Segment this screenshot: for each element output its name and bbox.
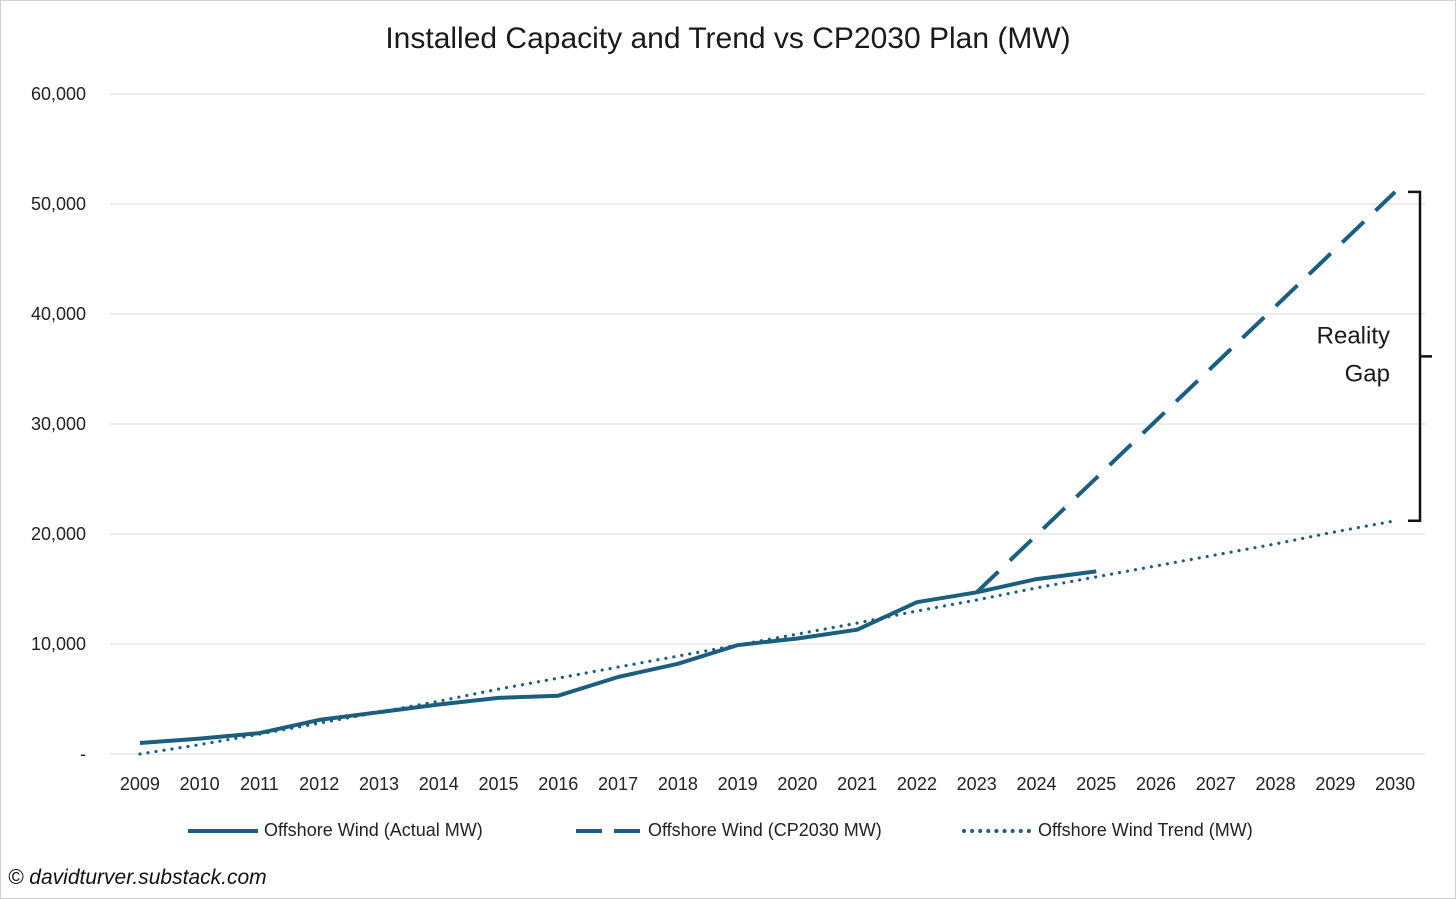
x-tick-label: 2024 — [1016, 774, 1056, 794]
x-tick-label: 2027 — [1196, 774, 1236, 794]
x-tick-label: 2017 — [598, 774, 638, 794]
legend-label-actual: Offshore Wind (Actual MW) — [264, 820, 483, 840]
legend-item-cp2030: Offshore Wind (CP2030 MW) — [574, 820, 882, 841]
x-tick-label: 2010 — [180, 774, 220, 794]
reality-gap-label: Reality — [1317, 322, 1390, 349]
credit-text: © davidturver.substack.com — [8, 866, 267, 889]
reality-gap-bracket — [1408, 190, 1432, 523]
x-tick-label: 2019 — [718, 774, 758, 794]
legend-swatch-dashed — [576, 828, 640, 833]
x-tick-label: 2016 — [538, 774, 578, 794]
x-tick-label: 2026 — [1136, 774, 1176, 794]
legend-item-trend: Offshore Wind Trend (MW) — [962, 820, 1253, 841]
legend-swatch-dotted — [962, 828, 1032, 833]
y-tick-label: 60,000 — [31, 84, 86, 104]
x-tick-label: 2015 — [478, 774, 518, 794]
x-tick-label: 2013 — [359, 774, 399, 794]
x-tick-label: 2018 — [658, 774, 698, 794]
x-tick-label: 2020 — [777, 774, 817, 794]
series-line-dashed — [975, 190, 1397, 594]
legend-item-actual: Offshore Wind (Actual MW) — [188, 820, 483, 841]
legend-swatch-solid — [188, 828, 258, 833]
legend-label-cp2030: Offshore Wind (CP2030 MW) — [648, 820, 882, 840]
x-tick-label: 2030 — [1375, 774, 1415, 794]
y-tick-label: - — [80, 744, 86, 764]
reality-gap-label: Gap — [1345, 360, 1390, 387]
x-tick-label: 2023 — [957, 774, 997, 794]
x-tick-label: 2011 — [240, 774, 279, 794]
x-tick-label: 2009 — [120, 774, 160, 794]
y-tick-label: 10,000 — [31, 634, 86, 654]
y-tick-label: 40,000 — [31, 304, 86, 324]
x-tick-label: 2028 — [1256, 774, 1296, 794]
x-tick-label: 2021 — [837, 774, 877, 794]
y-tick-label: 20,000 — [31, 524, 86, 544]
y-tick-label: 50,000 — [31, 194, 86, 214]
x-tick-label: 2025 — [1076, 774, 1116, 794]
series-line-solid — [139, 569, 1097, 745]
x-tick-label: 2014 — [419, 774, 459, 794]
legend-label-trend: Offshore Wind Trend (MW) — [1038, 820, 1253, 840]
x-tick-label: 2029 — [1315, 774, 1355, 794]
x-tick-label: 2022 — [897, 774, 937, 794]
x-tick-label: 2012 — [299, 774, 339, 794]
y-tick-label: 30,000 — [31, 414, 86, 434]
chart-legend: Offshore Wind (Actual MW) Offshore Wind … — [0, 820, 1456, 848]
chart-title: Installed Capacity and Trend vs CP2030 P… — [385, 22, 1071, 55]
